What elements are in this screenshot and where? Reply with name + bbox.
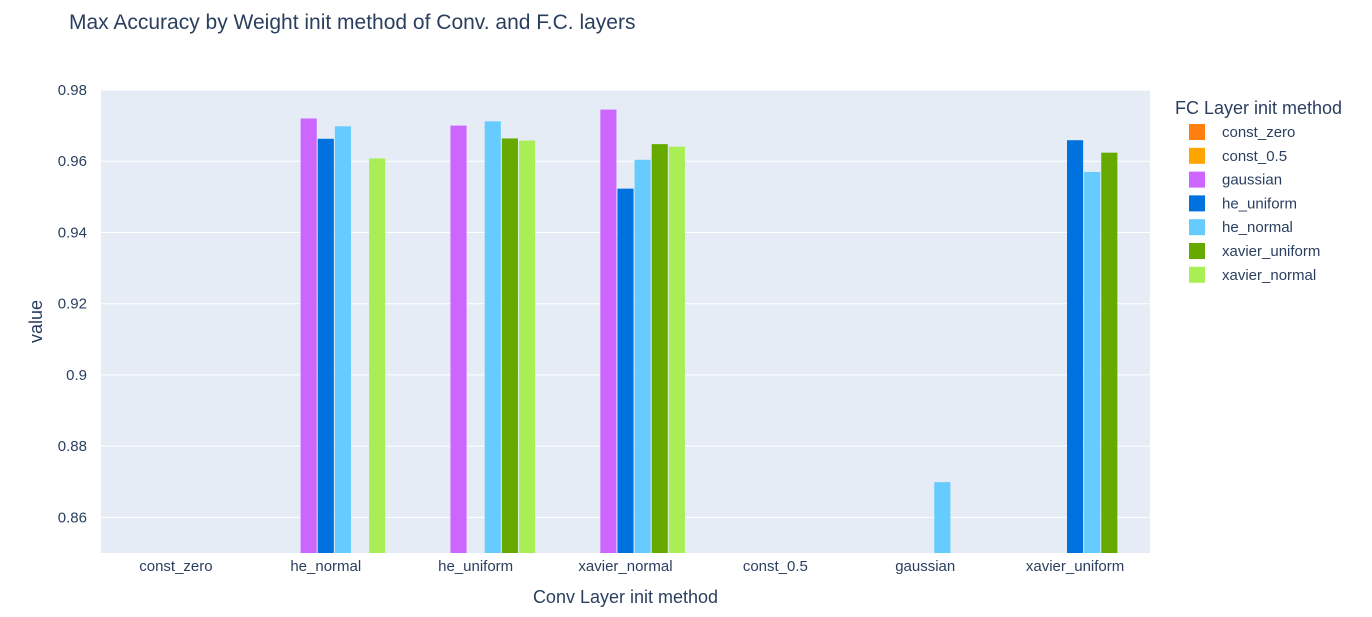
bar [1084, 171, 1101, 553]
bar [501, 138, 518, 553]
y-tick-label: 0.92 [58, 296, 87, 313]
legend-entry: const_zero [1222, 124, 1295, 141]
bar [484, 121, 501, 553]
x-axis-title: Conv Layer init method [533, 587, 718, 607]
x-tick-label: he_uniform [438, 558, 513, 575]
legend-entry: xavier_normal [1222, 267, 1316, 284]
legend-entry: const_0.5 [1222, 148, 1287, 165]
y-tick-label: 0.96 [58, 153, 87, 170]
y-tick-label: 0.98 [58, 82, 87, 99]
bar [668, 146, 685, 553]
legend-swatch [1189, 171, 1205, 188]
bar [617, 188, 634, 554]
bar [1067, 140, 1084, 553]
x-tick-label: xavier_uniform [1026, 558, 1124, 575]
legend-entry: he_normal [1222, 219, 1293, 236]
legend-swatch [1189, 243, 1205, 259]
bar [317, 138, 334, 553]
x-tick-label: gaussian [895, 558, 955, 575]
bar [300, 118, 317, 553]
legend-title: FC Layer init method [1175, 98, 1342, 118]
bar [934, 482, 951, 553]
legend-entry: he_uniform [1222, 195, 1297, 212]
bar [369, 158, 386, 554]
bar [518, 140, 536, 553]
legend-entry: gaussian [1222, 172, 1282, 189]
x-axis-ticks: const_zero he_normal he_uniform xavier_norm… [139, 558, 1124, 575]
y-tick-label: 0.94 [58, 224, 87, 241]
y-tick-label: 0.86 [58, 509, 87, 526]
y-tick-label: 0.9 [66, 367, 87, 384]
y-axis-ticks: 0.86 0.88 0.9 0.92 0.94 0.96 0.98 [58, 82, 87, 526]
legend-swatch [1189, 147, 1205, 164]
legend-entry: xavier_uniform [1222, 243, 1320, 260]
bar [600, 109, 617, 553]
legend-swatch [1189, 266, 1205, 283]
legend-swatch [1189, 219, 1205, 236]
legend-swatch [1189, 124, 1205, 140]
x-tick-label: const_0.5 [743, 558, 808, 575]
bar [450, 125, 467, 553]
bar [1101, 152, 1118, 553]
bar [651, 144, 668, 554]
bar [634, 159, 651, 553]
x-tick-label: const_zero [139, 558, 212, 575]
bar [334, 126, 351, 553]
bars [300, 109, 1118, 554]
legend-swatch [1189, 195, 1205, 212]
y-tick-label: 0.88 [58, 438, 87, 455]
y-axis-title: value [26, 300, 46, 343]
chart-title: Max Accuracy by Weight init method of Co… [69, 11, 635, 34]
x-tick-label: xavier_normal [578, 558, 672, 575]
legend: FC Layer init method const_zero const_0.5… [1175, 98, 1342, 284]
x-tick-label: he_normal [290, 558, 361, 575]
